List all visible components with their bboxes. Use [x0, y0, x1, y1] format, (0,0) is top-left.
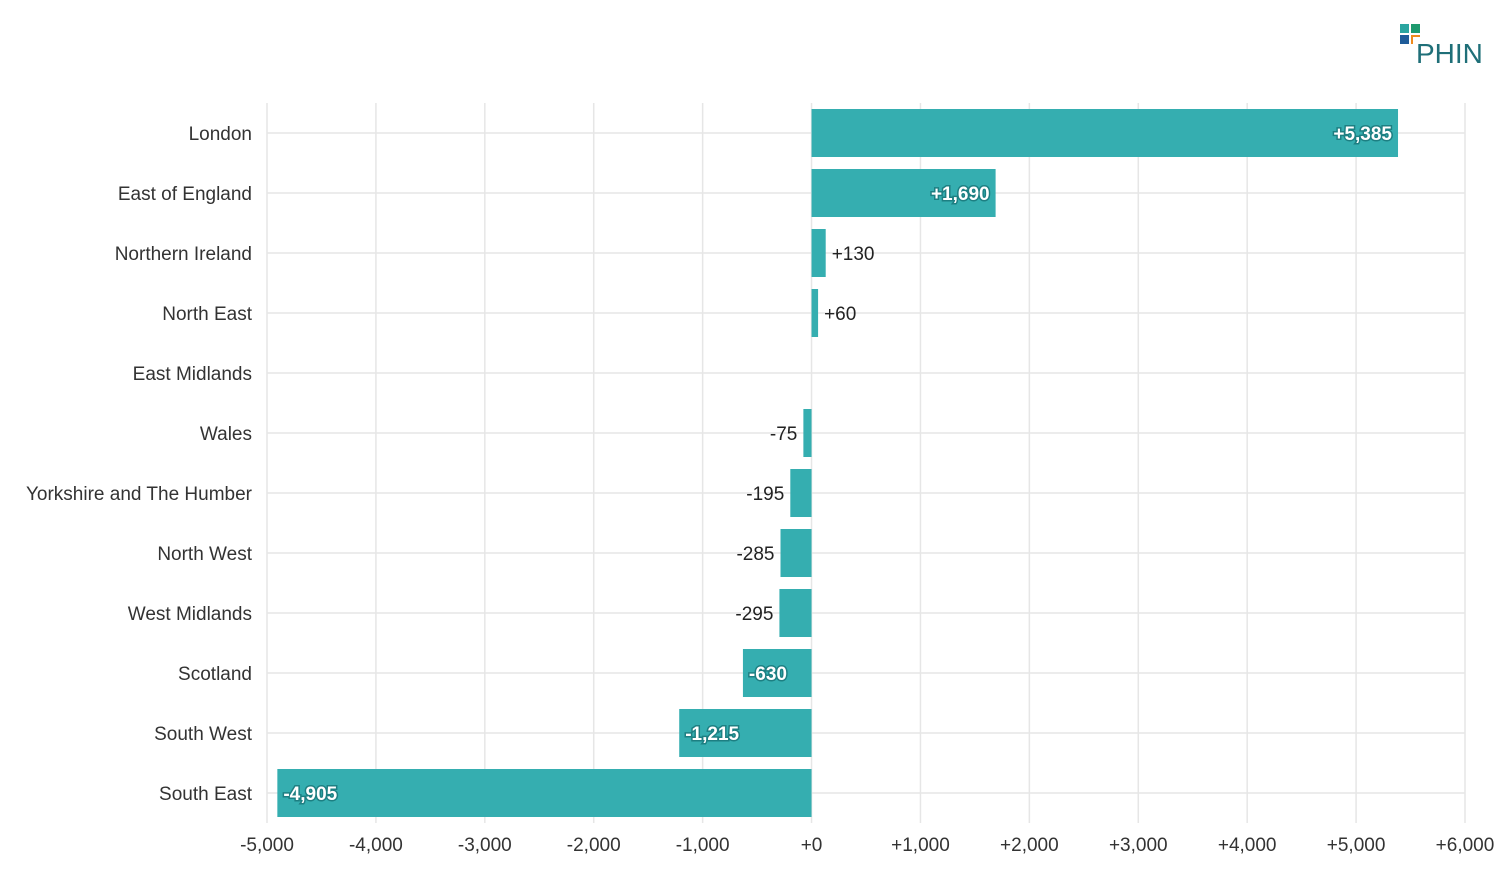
bar — [811, 289, 819, 337]
logo-text: PHIN — [1416, 38, 1483, 69]
data-label: -75 — [770, 424, 797, 445]
category-label: South West — [154, 724, 253, 745]
x-tick-label: +3,000 — [1109, 835, 1168, 856]
x-tick-label: +5,000 — [1327, 835, 1386, 856]
bar — [790, 469, 812, 517]
bar — [811, 169, 996, 217]
category-label: East Midlands — [133, 364, 252, 385]
category-label: Scotland — [178, 664, 252, 685]
category-label: Yorkshire and The Humber — [26, 484, 253, 505]
x-tick-label: -2,000 — [567, 835, 621, 856]
data-label: -295 — [735, 604, 773, 625]
x-tick-label: -1,000 — [676, 835, 730, 856]
data-label: -630 — [749, 664, 787, 685]
bar — [811, 109, 1399, 157]
x-tick-label: +6,000 — [1436, 835, 1495, 856]
category-label: East of England — [118, 184, 252, 205]
x-tick-label: +2,000 — [1000, 835, 1059, 856]
bar — [742, 649, 812, 697]
category-label: Northern Ireland — [115, 244, 252, 265]
bar — [277, 769, 812, 817]
x-tick-label: -4,000 — [349, 835, 403, 856]
x-tick-label: -5,000 — [240, 835, 294, 856]
category-label: North East — [162, 304, 252, 325]
x-tick-labels: -5,000 -4,000 -3,000 -2,000 -1,000 +0 +1,000 +2… — [240, 835, 1494, 856]
category-label: North West — [157, 544, 252, 565]
x-tick-label: -3,000 — [458, 835, 512, 856]
data-labels: +5,385 +1,690 +130 +60 -75 -195 -285 -295 -630 -1… — [282, 123, 1394, 807]
data-label: +130 — [832, 244, 875, 265]
data-label: -285 — [736, 544, 774, 565]
bars — [277, 109, 1399, 817]
data-label: +1,690 — [931, 184, 990, 205]
phin-logo: PHIN — [1400, 24, 1483, 69]
bar — [803, 409, 812, 457]
data-label: +5,385 — [1333, 124, 1392, 145]
category-label: South East — [159, 784, 253, 805]
x-tick-label: +0 — [801, 835, 823, 856]
bar — [679, 709, 812, 757]
category-label: London — [189, 124, 252, 145]
category-label: West Midlands — [128, 604, 252, 625]
data-label: -4,905 — [283, 784, 337, 805]
bar — [811, 229, 826, 277]
data-label: -1,215 — [685, 724, 739, 745]
category-labels: London East of England Northern Ireland Nor… — [26, 124, 253, 805]
category-label: Wales — [200, 424, 252, 445]
x-tick-label: +1,000 — [891, 835, 950, 856]
data-label: -195 — [746, 484, 784, 505]
bar — [780, 529, 812, 577]
bar — [779, 589, 812, 637]
x-tick-label: +4,000 — [1218, 835, 1277, 856]
data-label: +60 — [824, 304, 856, 325]
